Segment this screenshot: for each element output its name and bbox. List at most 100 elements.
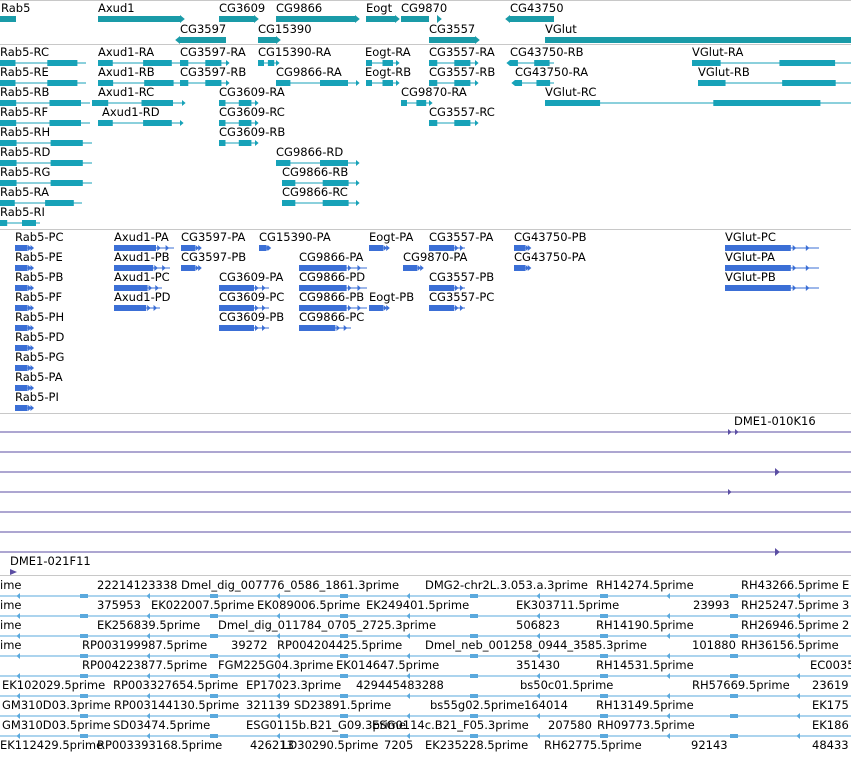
- est-block[interactable]: [470, 714, 478, 718]
- est-label[interactable]: GM310D03.3prime: [2, 698, 111, 712]
- est-label[interactable]: 375953: [97, 598, 141, 612]
- protein-segment[interactable]: [725, 265, 791, 271]
- gene-glyph[interactable]: [258, 37, 276, 43]
- est-block[interactable]: [470, 674, 478, 678]
- est-label[interactable]: 429445483288: [356, 678, 444, 692]
- transcript-label[interactable]: CG3557-RC: [429, 105, 495, 119]
- transcript-exon[interactable]: [401, 100, 407, 106]
- transcript-label[interactable]: Rab5-RC: [0, 45, 49, 59]
- transcript-label[interactable]: Axud1-RA: [98, 45, 155, 59]
- protein-label[interactable]: CG3557-PC: [429, 290, 495, 304]
- transcript-exon[interactable]: [143, 120, 172, 126]
- est-block[interactable]: [470, 634, 478, 638]
- est-block[interactable]: [730, 614, 738, 618]
- est-block[interactable]: [730, 734, 738, 738]
- transcript-label[interactable]: CG3597-RB: [180, 65, 247, 79]
- gene-label[interactable]: CG9870: [401, 1, 448, 15]
- gene-label[interactable]: CG3609: [219, 1, 266, 15]
- protein-segment[interactable]: [299, 285, 347, 291]
- est-block[interactable]: [470, 614, 478, 618]
- protein-label[interactable]: CG3609-PC: [219, 290, 285, 304]
- transcript-exon[interactable]: [180, 80, 189, 86]
- transcript-exon[interactable]: [454, 120, 471, 126]
- protein-segment[interactable]: [369, 305, 383, 311]
- protein-label[interactable]: Axud1-PC: [114, 270, 170, 284]
- protein-segment[interactable]: [403, 265, 417, 271]
- transcript-label[interactable]: Rab5-RI: [0, 205, 45, 219]
- protein-label[interactable]: Rab5-PD: [15, 330, 65, 344]
- transcript-exon[interactable]: [238, 140, 252, 146]
- est-label[interactable]: 207580: [548, 718, 592, 732]
- gene-glyph[interactable]: [276, 16, 356, 22]
- transcript-exon[interactable]: [50, 140, 83, 146]
- protein-segment[interactable]: [725, 285, 791, 291]
- transcript-label[interactable]: CG43750-RA: [515, 65, 589, 79]
- transcript-exon[interactable]: [49, 100, 82, 106]
- transcript-exon[interactable]: [0, 60, 16, 66]
- transcript-label[interactable]: CG9866-RB: [282, 165, 349, 179]
- gene-label[interactable]: CG15390: [258, 22, 312, 36]
- est-block[interactable]: [210, 714, 218, 718]
- transcript-exon[interactable]: [320, 160, 348, 166]
- transcript-exon[interactable]: [692, 60, 721, 66]
- est-label[interactable]: RP003393168.5prime: [97, 738, 223, 752]
- est-block[interactable]: [730, 634, 738, 638]
- protein-segment[interactable]: [114, 305, 147, 311]
- est-label[interactable]: RP004204425.5prime: [277, 638, 403, 652]
- est-label[interactable]: RH14190.5prime: [596, 618, 694, 632]
- transcript-label[interactable]: CG43750-RB: [510, 45, 584, 59]
- protein-label[interactable]: CG9866-PC: [299, 310, 365, 324]
- protein-segment[interactable]: [429, 305, 455, 311]
- est-label[interactable]: RH13149.5prime: [596, 698, 694, 712]
- protein-segment[interactable]: [15, 265, 28, 271]
- est-label[interactable]: RH14531.5prime: [596, 658, 694, 672]
- transcript-exon[interactable]: [0, 80, 16, 86]
- transcript-exon[interactable]: [219, 100, 226, 106]
- est-label[interactable]: ESG0115b.B21_G09.3prime: [246, 718, 406, 732]
- est-label[interactable]: EK022007.5prime: [151, 598, 255, 612]
- est-block[interactable]: [600, 714, 608, 718]
- est-label[interactable]: 3: [842, 598, 850, 612]
- transcript-exon[interactable]: [0, 160, 17, 166]
- protein-segment[interactable]: [369, 245, 383, 251]
- transcript-label[interactable]: Rab5-RD: [0, 145, 51, 159]
- transcript-exon[interactable]: [454, 80, 471, 86]
- transcript-label[interactable]: CG3609-RC: [219, 105, 285, 119]
- est-label[interactable]: ime: [0, 618, 22, 632]
- est-label[interactable]: ime: [0, 598, 22, 612]
- est-label[interactable]: 321139: [246, 698, 290, 712]
- est-label[interactable]: RP003144130.5prime: [114, 698, 240, 712]
- clone-label[interactable]: DME1-021F11: [10, 554, 91, 568]
- transcript-label[interactable]: Rab5-RB: [0, 85, 50, 99]
- transcript-label[interactable]: Axud1-RD: [102, 105, 160, 119]
- est-block[interactable]: [80, 694, 88, 698]
- est-block[interactable]: [210, 614, 218, 618]
- est-block[interactable]: [600, 594, 608, 598]
- protein-label[interactable]: Eogt-PA: [369, 230, 414, 244]
- gene-label[interactable]: Rab5: [1, 1, 31, 15]
- transcript-exon[interactable]: [180, 60, 189, 66]
- transcript-label[interactable]: CG9870-RA: [401, 85, 467, 99]
- gene-glyph[interactable]: [429, 37, 475, 43]
- protein-segment[interactable]: [114, 285, 148, 291]
- transcript-label[interactable]: Axud1-RC: [98, 85, 155, 99]
- transcript-label[interactable]: Rab5-RF: [0, 105, 49, 119]
- est-label[interactable]: 101880: [692, 638, 736, 652]
- transcript-exon[interactable]: [205, 80, 222, 86]
- transcript-label[interactable]: Eogt-RB: [365, 65, 412, 79]
- est-label[interactable]: EK014647.5prime: [336, 658, 440, 672]
- est-block[interactable]: [470, 594, 478, 598]
- est-label[interactable]: EK256839.5prime: [97, 618, 201, 632]
- est-label[interactable]: Dmel_neb_001258_0944_3585.3prime: [425, 638, 647, 652]
- est-label[interactable]: bs55g02.5prime: [430, 698, 525, 712]
- transcript-exon[interactable]: [322, 180, 349, 186]
- transcript-exon[interactable]: [515, 80, 523, 86]
- est-block[interactable]: [80, 674, 88, 678]
- protein-segment[interactable]: [15, 325, 28, 331]
- transcript-exon[interactable]: [47, 80, 78, 86]
- transcript-label[interactable]: VGlut-RA: [692, 45, 744, 59]
- protein-segment[interactable]: [219, 305, 254, 311]
- gene-label[interactable]: Eogt: [366, 1, 393, 15]
- protein-segment[interactable]: [725, 245, 791, 251]
- transcript-label[interactable]: CG3609-RA: [219, 85, 285, 99]
